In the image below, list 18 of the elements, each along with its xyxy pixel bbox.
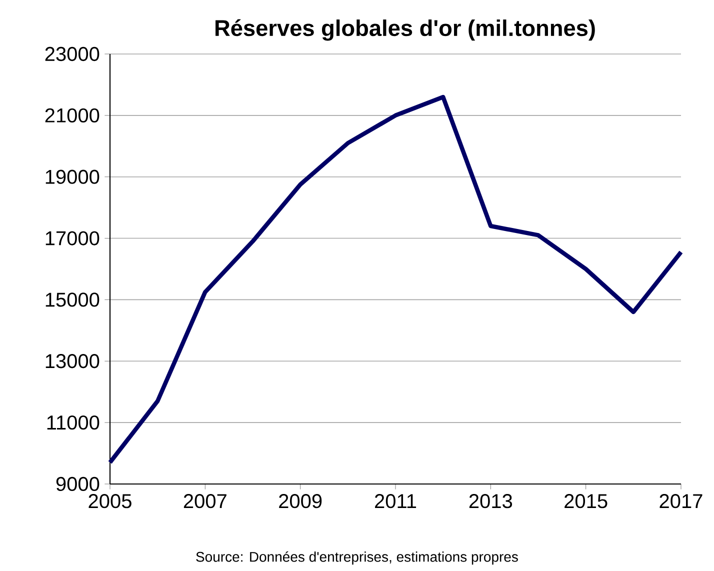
chart-title: Réserves globales d'or (mil.tonnes) xyxy=(216,19,595,41)
y-tick-label: 23000 xyxy=(45,46,100,62)
y-tick-label: 15000 xyxy=(46,292,100,307)
y-tick-label: 17000 xyxy=(46,231,100,246)
y-tick-label: 13000 xyxy=(46,354,100,368)
x-tick-label: 2007 xyxy=(184,494,226,508)
y-tick-label: 21000 xyxy=(45,108,100,122)
line-series xyxy=(108,94,684,465)
y-tick-label: 19000 xyxy=(46,170,100,184)
y-tick-label: 11000 xyxy=(47,415,100,430)
x-tick-label: 2017 xyxy=(660,494,702,508)
x-tick-label: 2005 xyxy=(88,494,132,508)
x-tick-label: 2015 xyxy=(564,494,608,508)
x-tick-label: 2009 xyxy=(279,494,322,508)
x-tick-label: 2013 xyxy=(469,494,512,508)
y-tick-label: 9000 xyxy=(56,476,100,492)
x-tick-label: 2011 xyxy=(375,494,416,508)
source-note: Source: Données d'entreprises, estimations propres xyxy=(196,551,518,565)
